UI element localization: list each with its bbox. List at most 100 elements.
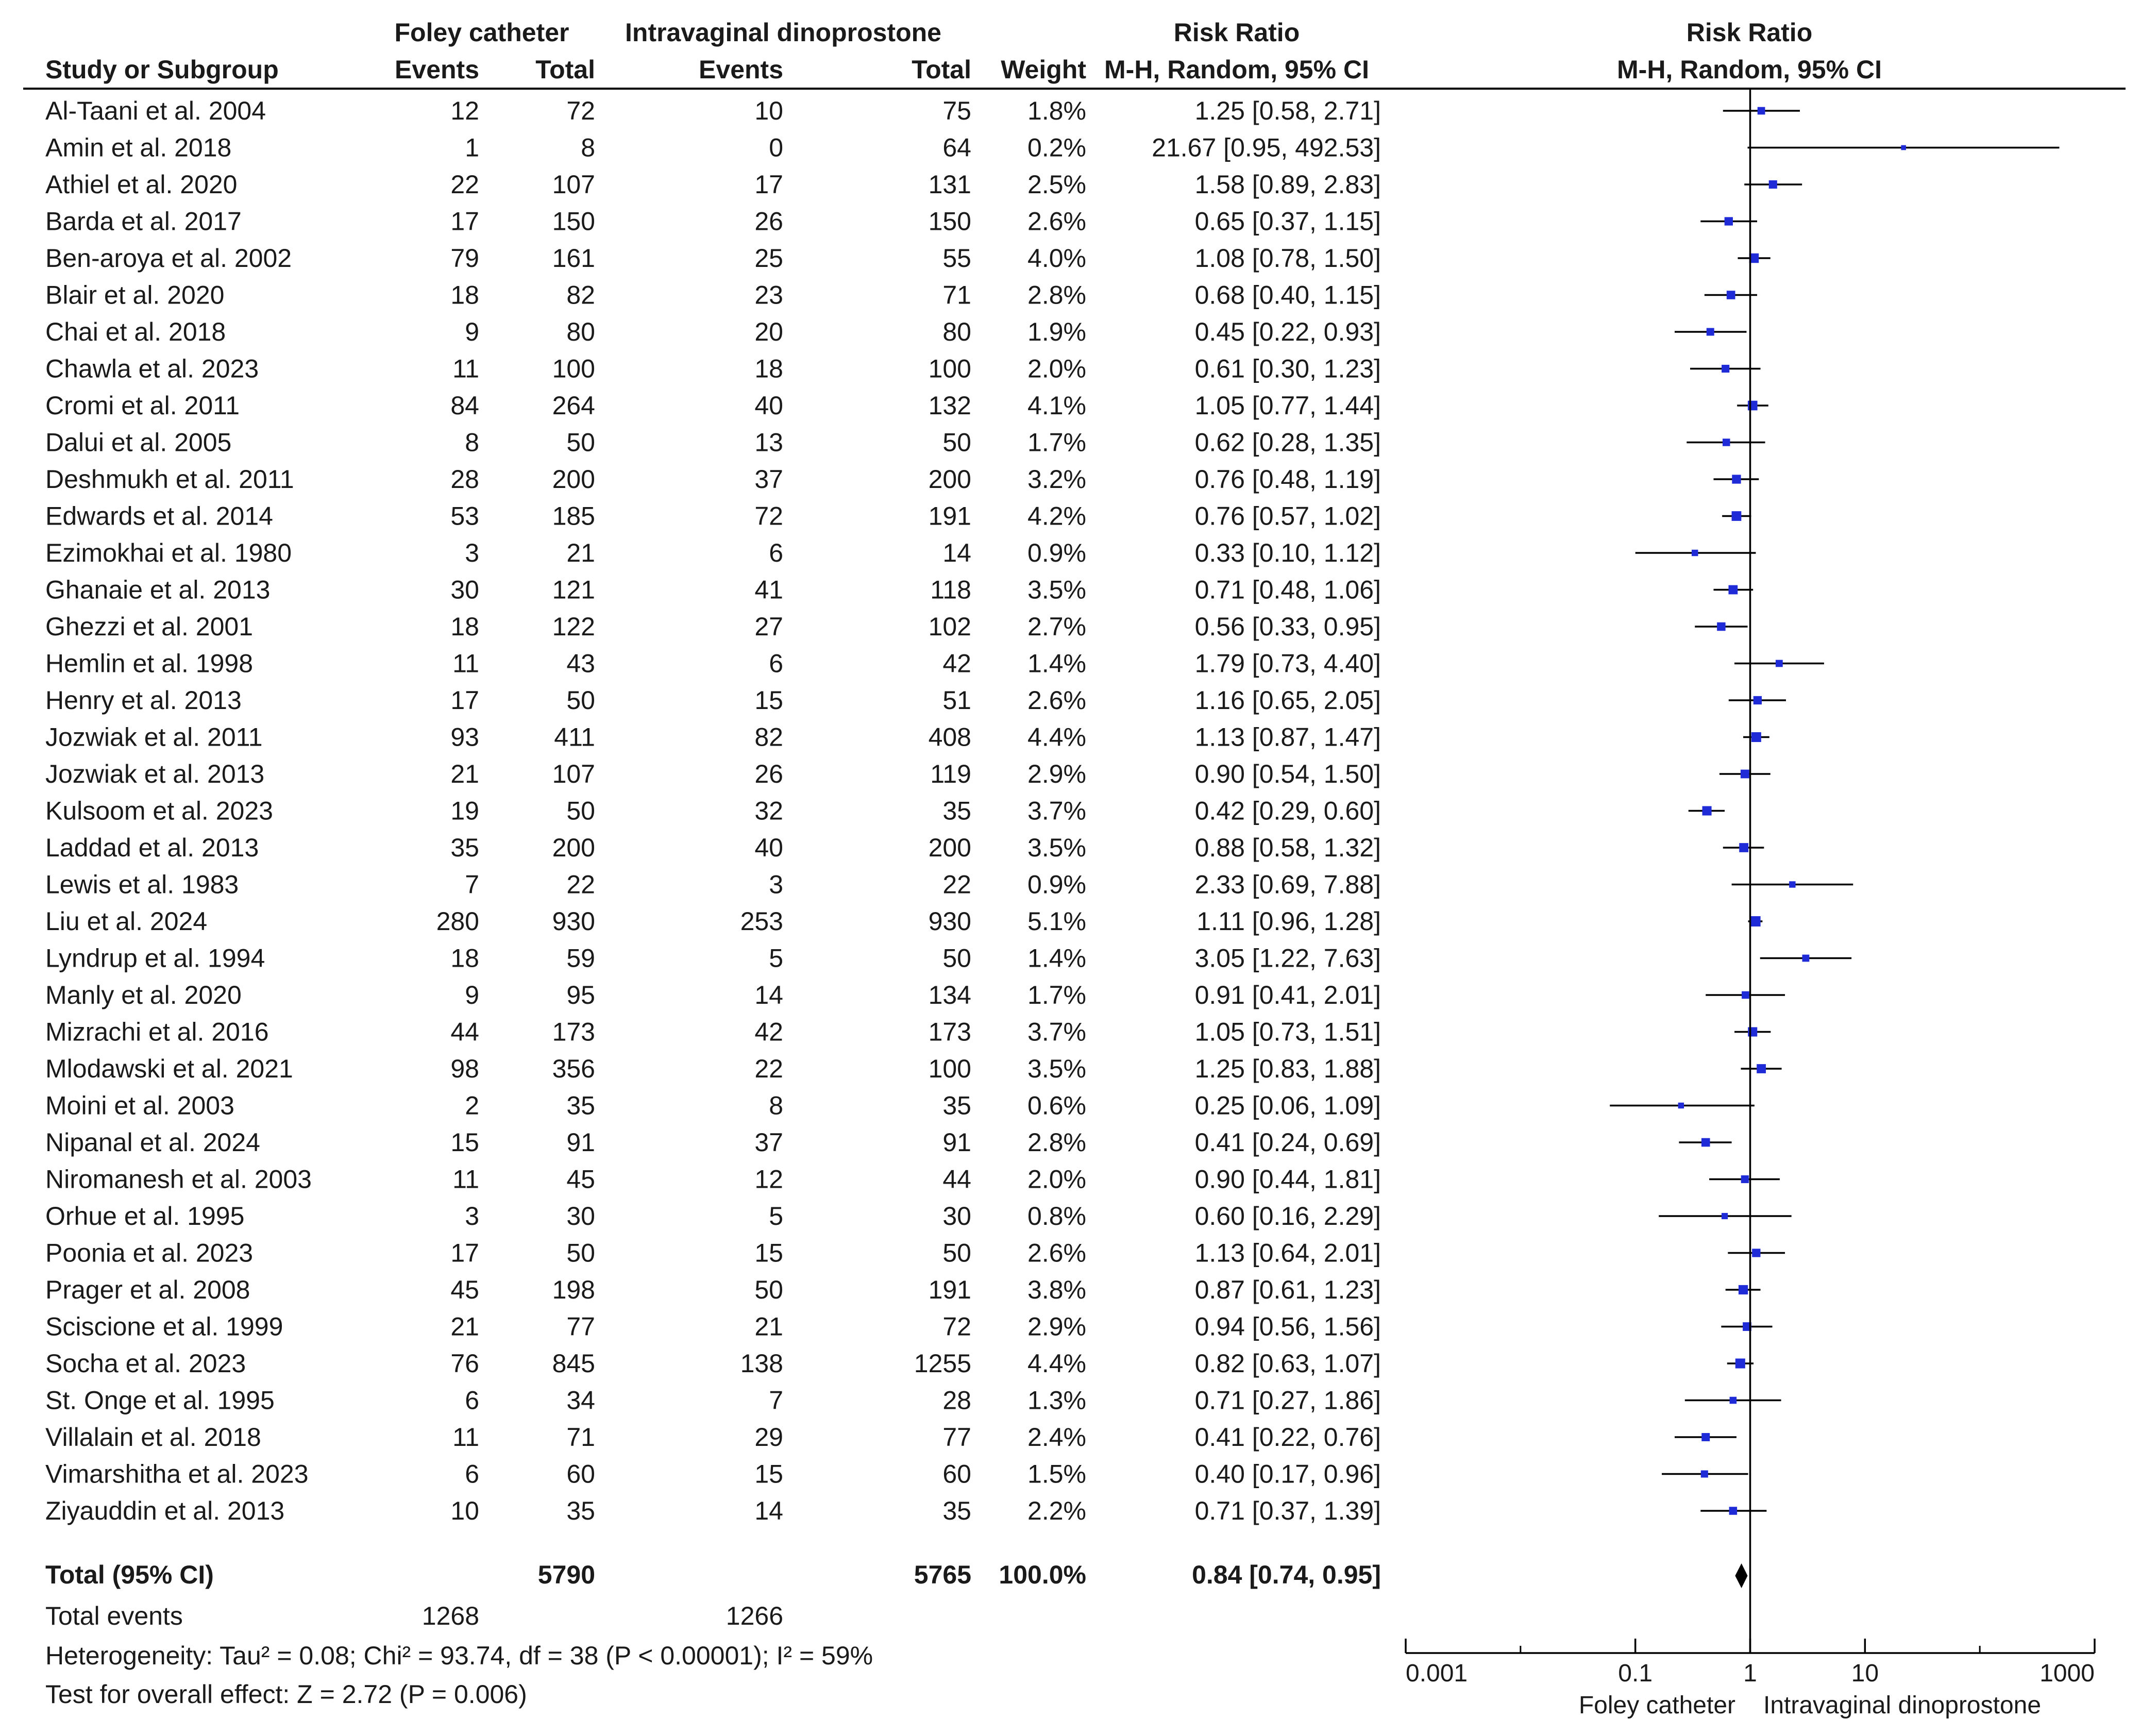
events-dinoprostone: 72 (754, 502, 783, 531)
study-row: Cromi et al. 2011 84 264 40 132 4.1% 1.05 [0.7… (45, 391, 1381, 420)
events-dinoprostone: 25 (754, 244, 783, 273)
study-weight: 4.2% (1027, 502, 1086, 531)
events-foley: 11 (452, 649, 479, 678)
events-foley: 7 (465, 870, 479, 899)
study-weight: 4.4% (1027, 1349, 1086, 1378)
total-foley: 264 (552, 391, 595, 420)
study-name: Chai et al. 2018 (45, 317, 226, 346)
study-weight: 2.2% (1027, 1496, 1086, 1525)
total-events-label: Total events (45, 1602, 183, 1630)
events-dinoprostone: 6 (769, 649, 783, 678)
total-foley: 30 (566, 1202, 595, 1231)
study-row: Nipanal et al. 2024 15 91 37 91 2.8% 0.41 [0.2… (45, 1128, 1381, 1157)
x-axis-tick-label: 1000 (2039, 1660, 2095, 1687)
study-ci-text: 0.65 [0.37, 1.15] (1195, 207, 1381, 236)
study-name: Lyndrup et al. 1994 (45, 944, 265, 973)
total-dinoprostone: 408 (929, 723, 971, 752)
events-dinoprostone: 13 (754, 428, 783, 457)
events-dinoprostone: 27 (754, 612, 783, 641)
total-foley: 77 (566, 1312, 595, 1341)
events-foley: 22 (450, 170, 479, 199)
study-ci-text: 1.58 [0.89, 2.83] (1195, 170, 1381, 199)
study-weight: 2.5% (1027, 170, 1086, 199)
total-dinoprostone: 131 (929, 170, 971, 199)
study-weight: 4.1% (1027, 391, 1086, 420)
events-dinoprostone: 50 (754, 1275, 783, 1304)
study-name: Ghanaie et al. 2013 (45, 576, 270, 604)
study-ci-text: 2.33 [0.69, 7.88] (1195, 870, 1381, 899)
point-estimate (1724, 217, 1733, 226)
study-weight: 3.5% (1027, 576, 1086, 604)
point-estimate (1706, 328, 1714, 336)
point-estimate (1729, 1396, 1737, 1404)
group2-header: Intravaginal dinoprostone (625, 18, 941, 47)
point-estimate (1722, 439, 1730, 446)
heterogeneity-text: Heterogeneity: Tau² = 0.08; Chi² = 93.74… (45, 1641, 873, 1670)
total-dinoprostone: 72 (942, 1312, 971, 1341)
study-weight: 2.8% (1027, 1128, 1086, 1157)
study-weight: 3.2% (1027, 465, 1086, 494)
study-ci-text: 0.25 [0.06, 1.09] (1195, 1091, 1381, 1120)
study-weight: 0.9% (1027, 538, 1086, 567)
x-axis: 0.001 0.1 1 10 1000 (1405, 1639, 2096, 1687)
study-weight: 1.5% (1027, 1460, 1086, 1489)
total-foley: 35 (566, 1091, 595, 1120)
events-foley: 9 (465, 981, 479, 1009)
events-foley: 35 (450, 833, 479, 862)
events-foley: 2 (465, 1091, 479, 1120)
events-foley: 76 (450, 1349, 479, 1378)
effect-table-header: Risk Ratio (1174, 18, 1300, 47)
total-dinoprostone: 191 (929, 502, 971, 531)
group1-header: Foley catheter (394, 18, 569, 47)
total-foley: 50 (566, 797, 595, 825)
point-estimate (1738, 1285, 1748, 1295)
point-estimate (1768, 180, 1777, 189)
events-foley: 9 (465, 317, 479, 346)
point-estimate (1757, 107, 1765, 115)
point-estimate (1701, 1138, 1710, 1147)
study-name: Poonia et al. 2023 (45, 1239, 253, 1268)
study-rows: Al-Taani et al. 2004 12 72 10 75 1.8% 1.25 [0.… (45, 96, 1381, 1525)
study-name: Blair et al. 2020 (45, 281, 224, 310)
study-weight: 1.9% (1027, 317, 1086, 346)
study-row: Jozwiak et al. 2013 21 107 26 119 2.9% 0.90 [0… (45, 760, 1381, 788)
study-weight: 2.6% (1027, 1239, 1086, 1268)
study-ci-text: 0.68 [0.40, 1.15] (1195, 281, 1381, 310)
point-estimate (1717, 622, 1726, 631)
study-row: Ghezzi et al. 2001 18 122 27 102 2.7% 0.56 [0.… (45, 612, 1381, 641)
total-dinoprostone: 132 (929, 391, 971, 420)
study-row: Lewis et al. 1983 7 22 3 22 0.9% 2.33 [0.69, 7… (45, 870, 1381, 899)
study-weight: 1.4% (1027, 944, 1086, 973)
total2-column-header: Total (912, 55, 971, 84)
point-estimate (1789, 881, 1796, 888)
effect-plot-method: M-H, Random, 95% CI (1617, 55, 1882, 84)
events-foley: 11 (452, 1423, 479, 1452)
study-ci-text: 0.42 [0.29, 0.60] (1195, 797, 1381, 825)
study-row: Socha et al. 2023 76 845 138 1255 4.4% 0.82 [0… (45, 1349, 1381, 1378)
study-weight: 0.8% (1027, 1202, 1086, 1231)
total-dinoprostone: 119 (930, 760, 971, 788)
study-weight: 2.7% (1027, 612, 1086, 641)
events-dinoprostone: 15 (754, 1460, 783, 1489)
point-estimate (1740, 769, 1749, 779)
total-foley: 60 (566, 1460, 595, 1489)
study-ci-text: 0.76 [0.48, 1.19] (1195, 465, 1381, 494)
total-dinoprostone: 930 (929, 907, 971, 936)
study-row: Ghanaie et al. 2013 30 121 41 118 3.5% 0.71 [0… (45, 576, 1381, 604)
study-ci-text: 0.41 [0.24, 0.69] (1195, 1128, 1381, 1157)
point-estimate (1726, 291, 1735, 299)
events-dinoprostone: 7 (769, 1386, 783, 1415)
overall-effect-text: Test for overall effect: Z = 2.72 (P = 0… (45, 1680, 527, 1709)
events-foley: 17 (450, 207, 479, 236)
study-weight: 1.7% (1027, 981, 1086, 1009)
study-ci-text: 1.13 [0.64, 2.01] (1195, 1239, 1381, 1268)
study-row: Mlodawski et al. 2021 98 356 22 100 3.5% 1.25 … (45, 1054, 1381, 1083)
study-row: Chawla et al. 2023 11 100 18 100 2.0% 0.61 [0.… (45, 355, 1381, 383)
study-name: Vimarshitha et al. 2023 (45, 1460, 309, 1489)
study-weight: 1.7% (1027, 428, 1086, 457)
total-foley: 845 (552, 1349, 595, 1378)
events-dinoprostone: 26 (754, 760, 783, 788)
total-foley: 100 (552, 355, 595, 383)
events-dinoprostone: 42 (754, 1018, 783, 1047)
point-estimate (1729, 1507, 1738, 1515)
